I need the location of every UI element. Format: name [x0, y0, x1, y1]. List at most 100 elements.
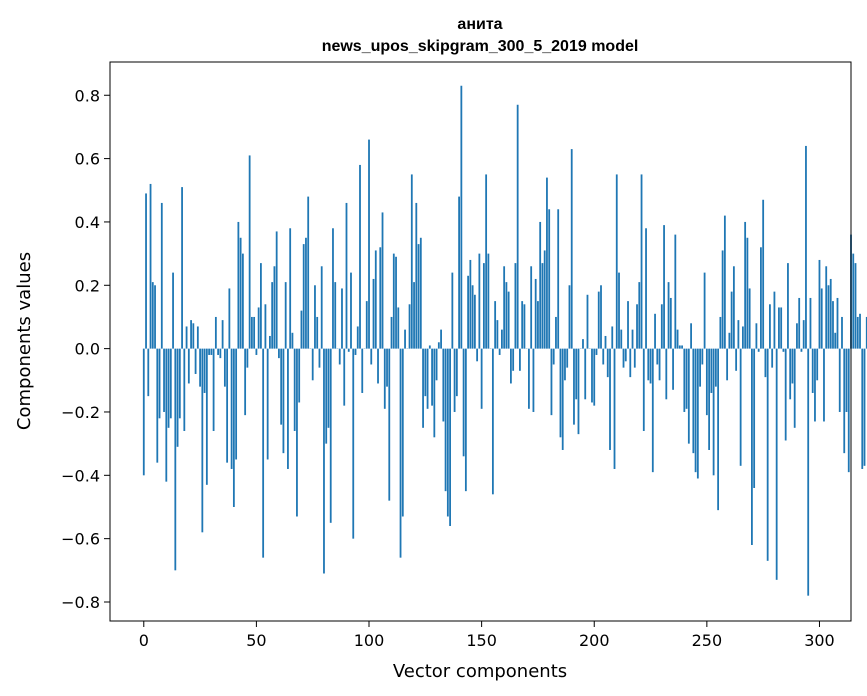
y-tick-label: 0.2 — [75, 276, 100, 295]
bar-213 — [622, 348, 625, 368]
bar-189 — [568, 285, 571, 349]
bar-262 — [732, 266, 735, 349]
bar-297 — [811, 348, 814, 393]
bar-301 — [820, 288, 823, 349]
bar-180 — [548, 209, 551, 349]
bar-120 — [413, 282, 415, 349]
bar-238 — [678, 345, 681, 349]
bar-261 — [730, 291, 733, 349]
bar-204 — [602, 348, 605, 365]
bar-29 — [208, 348, 210, 355]
bar-203 — [600, 285, 602, 349]
bar-188 — [566, 348, 569, 368]
bar-128 — [431, 348, 433, 406]
bar-319 — [861, 348, 864, 469]
bar-243 — [690, 323, 692, 349]
bar-258 — [723, 215, 726, 349]
bar-15 — [176, 348, 179, 447]
bar-125 — [424, 348, 427, 397]
bar-249 — [703, 272, 706, 349]
bar-66 — [291, 332, 294, 349]
bar-240 — [683, 348, 686, 412]
bar-293 — [802, 320, 805, 349]
y-tick-label: −0.4 — [61, 466, 100, 485]
bar-131 — [437, 342, 440, 349]
bar-7 — [158, 348, 161, 419]
bar-116 — [404, 329, 406, 349]
bar-37 — [226, 348, 229, 463]
bar-97 — [361, 348, 364, 393]
bar-36 — [223, 348, 226, 387]
bar-162 — [507, 291, 510, 349]
bar-303 — [825, 266, 828, 349]
bar-48 — [250, 316, 253, 349]
bar-193 — [577, 348, 580, 435]
bar-112 — [395, 256, 397, 349]
bar-109 — [388, 348, 391, 501]
bar-307 — [834, 332, 837, 349]
bar-255 — [717, 348, 720, 511]
bar-33 — [217, 348, 220, 355]
bar-316 — [854, 263, 857, 349]
bar-47 — [248, 155, 251, 349]
bar-17 — [181, 187, 183, 349]
bar-77 — [316, 316, 319, 349]
bar-80 — [323, 348, 325, 574]
bar-271 — [753, 348, 756, 488]
bar-181 — [550, 348, 553, 416]
plot-frame — [109, 61, 852, 622]
bar-105 — [379, 247, 382, 349]
bar-57 — [271, 282, 274, 349]
bar-264 — [737, 320, 740, 349]
bar-93 — [352, 348, 355, 539]
bar-165 — [514, 263, 517, 349]
bar-230 — [660, 304, 663, 349]
bar-160 — [503, 266, 506, 349]
bar-51 — [257, 307, 260, 349]
bar-300 — [818, 259, 821, 349]
bar-39 — [230, 348, 233, 469]
bar-214 — [624, 348, 627, 362]
x-tick-label: 250 — [692, 631, 723, 650]
bar-155 — [491, 348, 494, 495]
bar-46 — [246, 348, 249, 368]
bar-121 — [415, 202, 418, 349]
bar-28 — [205, 348, 208, 485]
bar-254 — [714, 348, 717, 387]
bar-296 — [809, 297, 812, 349]
bar-70 — [300, 310, 303, 349]
bar-317 — [856, 316, 859, 349]
bar-90 — [345, 202, 348, 349]
bar-83 — [329, 348, 332, 523]
bar-113 — [397, 307, 400, 349]
bar-177 — [541, 263, 544, 349]
bar-71 — [302, 244, 305, 349]
bar-52 — [260, 263, 262, 349]
bar-25 — [199, 348, 201, 387]
bar-135 — [446, 348, 449, 517]
bar-32 — [214, 316, 217, 349]
bar-107 — [383, 348, 386, 409]
bar-18 — [183, 348, 186, 431]
bar-41 — [235, 348, 238, 460]
bar-69 — [298, 348, 301, 403]
bar-196 — [584, 348, 587, 400]
bar-276 — [764, 348, 767, 378]
bar-274 — [760, 247, 762, 349]
bar-199 — [591, 348, 593, 403]
bar-315 — [852, 253, 855, 349]
bar-267 — [744, 221, 747, 349]
x-tick-label: 200 — [579, 631, 610, 650]
bar-42 — [237, 221, 240, 349]
bar-75 — [311, 348, 314, 381]
bar-50 — [255, 348, 258, 355]
bar-6 — [156, 348, 159, 463]
bar-21 — [190, 320, 192, 349]
bar-61 — [280, 348, 283, 425]
bar-175 — [537, 301, 539, 349]
bar-288 — [791, 348, 794, 384]
bar-124 — [422, 348, 424, 428]
bar-171 — [528, 348, 530, 409]
bar-247 — [699, 348, 701, 387]
bar-134 — [444, 348, 447, 492]
